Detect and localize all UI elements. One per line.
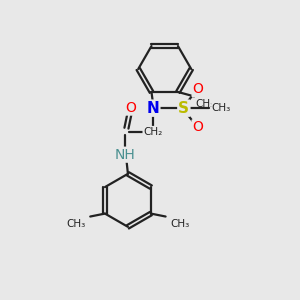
- Text: O: O: [193, 120, 203, 134]
- Text: NH: NH: [115, 148, 135, 162]
- Text: CH₃: CH₃: [67, 220, 86, 230]
- Text: CH₃: CH₃: [170, 220, 189, 230]
- Text: O: O: [193, 82, 203, 96]
- Text: CH₃: CH₃: [212, 103, 231, 113]
- Text: N: N: [147, 101, 159, 116]
- Text: O: O: [125, 100, 136, 115]
- Text: CH₂: CH₂: [143, 127, 163, 137]
- Text: S: S: [178, 101, 189, 116]
- Text: CH₃: CH₃: [196, 99, 215, 109]
